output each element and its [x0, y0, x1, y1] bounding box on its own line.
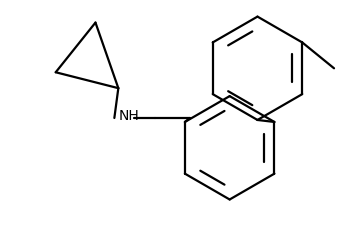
Text: NH: NH — [118, 109, 139, 123]
